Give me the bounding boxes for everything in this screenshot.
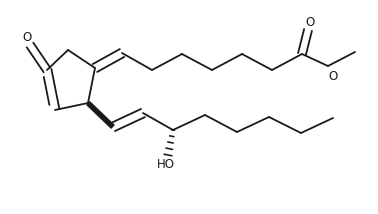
Text: O: O xyxy=(22,31,32,43)
Text: O: O xyxy=(328,70,338,83)
Text: HO: HO xyxy=(157,159,175,171)
Text: O: O xyxy=(305,15,314,28)
